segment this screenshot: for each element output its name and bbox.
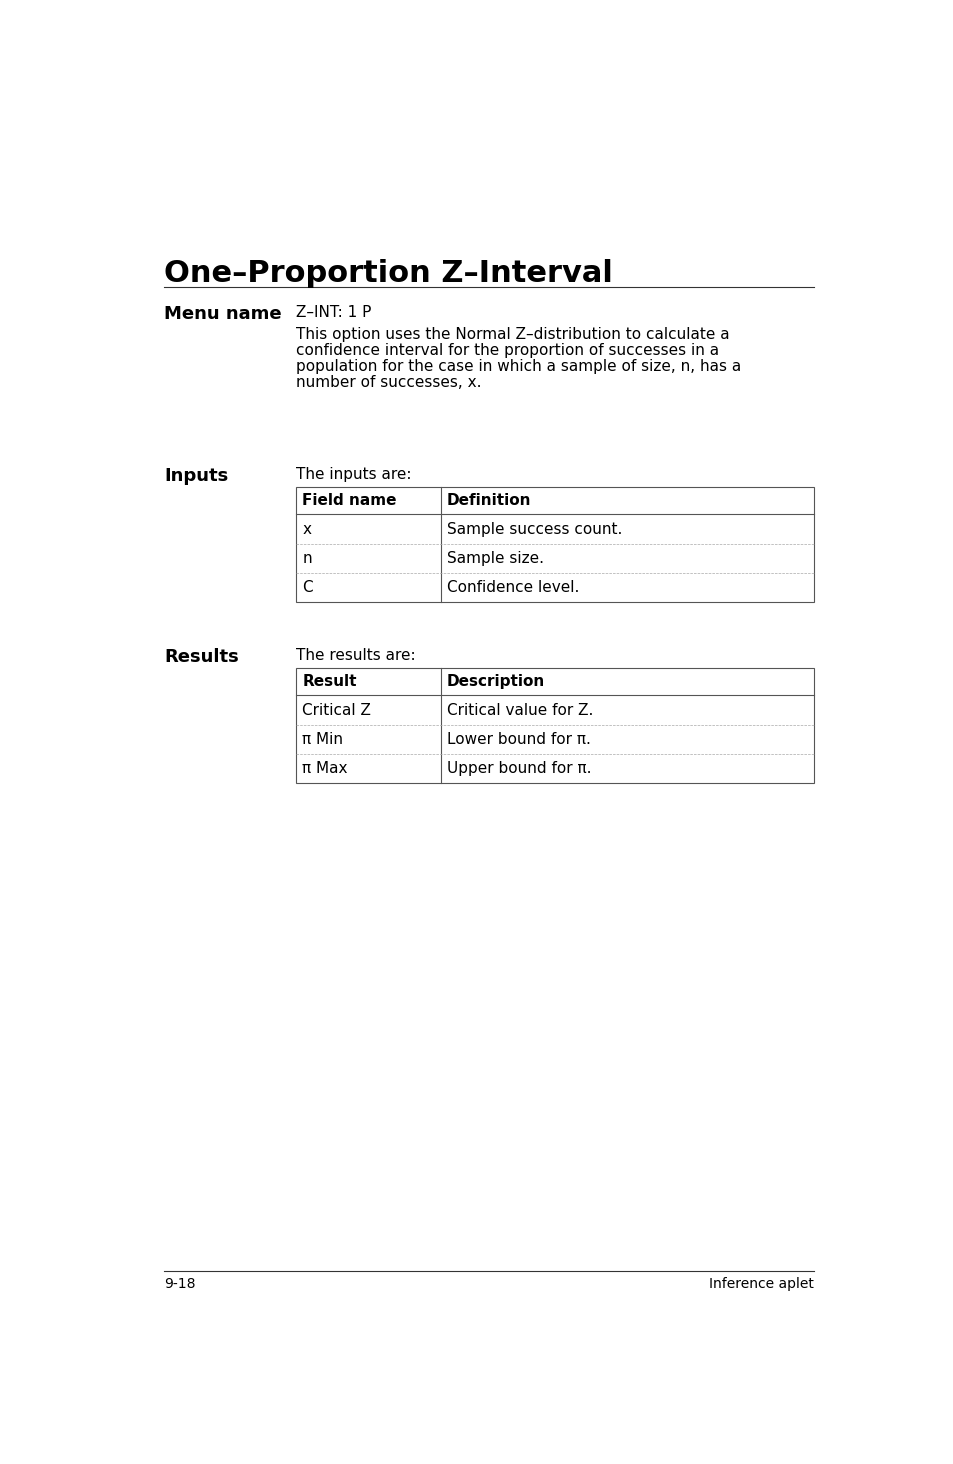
- Text: Lower bound for π.: Lower bound for π.: [447, 732, 590, 747]
- Text: C: C: [302, 580, 313, 596]
- Text: Z–INT: 1 P: Z–INT: 1 P: [295, 305, 371, 321]
- Text: The results are:: The results are:: [295, 647, 416, 663]
- Text: One–Proportion Z–Interval: One–Proportion Z–Interval: [164, 259, 613, 288]
- Text: Critical value for Z.: Critical value for Z.: [447, 703, 593, 717]
- Text: Critical Z: Critical Z: [302, 703, 371, 717]
- Bar: [295, 668, 813, 783]
- Text: Sample success count.: Sample success count.: [447, 521, 621, 537]
- Text: x: x: [302, 521, 311, 537]
- Text: Sample size.: Sample size.: [447, 550, 543, 567]
- Text: This option uses the Normal Z–distribution to calculate a: This option uses the Normal Z–distributi…: [295, 326, 729, 341]
- Text: confidence interval for the proportion of successes in a: confidence interval for the proportion o…: [295, 343, 719, 357]
- Text: Inference aplet: Inference aplet: [708, 1277, 813, 1291]
- Bar: [295, 486, 813, 602]
- Text: population for the case in which a sample of size, n, has a: population for the case in which a sampl…: [295, 359, 740, 373]
- Text: Description: Description: [447, 673, 545, 690]
- Text: π Min: π Min: [302, 732, 343, 747]
- Text: 9-18: 9-18: [164, 1277, 195, 1291]
- Text: Menu name: Menu name: [164, 305, 281, 324]
- Text: Confidence level.: Confidence level.: [447, 580, 578, 596]
- Text: Definition: Definition: [447, 493, 531, 508]
- Text: π Max: π Max: [302, 761, 347, 776]
- Text: The inputs are:: The inputs are:: [295, 467, 411, 482]
- Text: Result: Result: [302, 673, 356, 690]
- Text: n: n: [302, 550, 312, 567]
- Text: Results: Results: [164, 647, 238, 666]
- Text: Inputs: Inputs: [164, 467, 228, 485]
- Text: number of successes, x.: number of successes, x.: [295, 375, 481, 389]
- Text: Field name: Field name: [302, 493, 396, 508]
- Text: Upper bound for π.: Upper bound for π.: [447, 761, 591, 776]
